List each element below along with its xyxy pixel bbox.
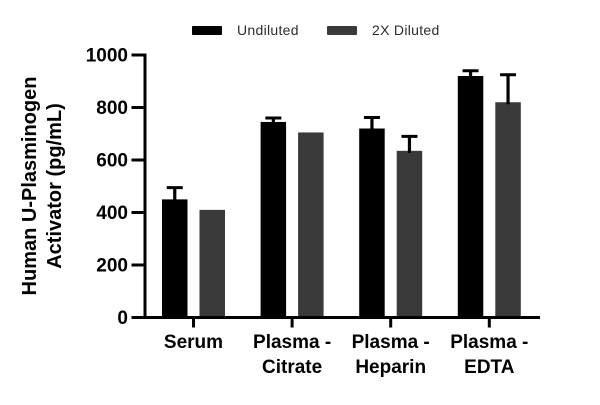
bar-undiluted xyxy=(260,121,287,319)
y-tick-label: 200 xyxy=(96,256,128,277)
legend-item-2x-diluted: 2X Diluted xyxy=(327,22,440,38)
x-category-label: Plasma -EDTA xyxy=(450,332,528,378)
bar-undiluted xyxy=(457,76,484,319)
bar-2x-diluted xyxy=(396,150,423,319)
legend-label-2x-diluted: 2X Diluted xyxy=(372,22,440,38)
legend-item-undiluted: Undiluted xyxy=(192,22,299,38)
y-tick-label: 400 xyxy=(96,203,128,224)
legend-label-undiluted: Undiluted xyxy=(237,22,299,38)
x-category-label: Serum xyxy=(164,332,223,353)
y-tick-label: 600 xyxy=(96,151,128,172)
legend-swatch-2x-diluted xyxy=(327,25,357,35)
bar-2x-diluted xyxy=(298,132,324,319)
bar-2x-diluted xyxy=(495,102,521,319)
x-category-label: Plasma -Citrate xyxy=(253,332,331,378)
bar-undiluted xyxy=(162,199,188,319)
bar-2x-diluted xyxy=(199,209,225,319)
y-axis-title: Human U-Plasminogen Activator (pg/mL) xyxy=(19,77,66,296)
y-tick-label: 0 xyxy=(117,308,128,329)
x-category-label: Plasma -Heparin xyxy=(352,332,430,378)
legend-swatch-undiluted xyxy=(192,25,222,35)
y-tick-label: 1000 xyxy=(86,46,128,67)
y-tick-label: 800 xyxy=(96,98,128,119)
bar-undiluted xyxy=(359,128,385,319)
